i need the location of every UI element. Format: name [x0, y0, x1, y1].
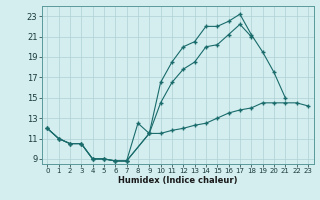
X-axis label: Humidex (Indice chaleur): Humidex (Indice chaleur)	[118, 176, 237, 185]
